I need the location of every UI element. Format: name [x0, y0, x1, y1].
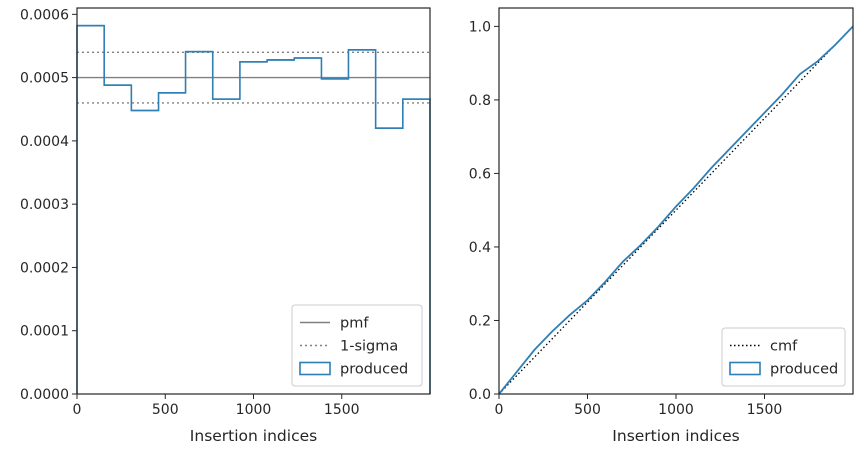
chart-2-series-cmf [498, 25, 854, 395]
chart-1-legend-label-1-sigma: 1-sigma [340, 339, 398, 355]
chart-2-plot-area [498, 25, 854, 395]
chart-1-legend-box [291, 304, 423, 387]
chart-2-ytick-label-4: 0.6 [469, 166, 491, 182]
chart-2-legend-label-cmf: cmf [770, 339, 798, 355]
chart-1-legend-label-pmf: pmf [340, 316, 369, 332]
chart-1-ytick-label-5: 0.0004 [20, 134, 69, 150]
chart-1-xtick-label-1: 0 [73, 402, 82, 418]
chart-1-legend: pmf 1-sigma produced [291, 304, 423, 387]
chart-2-legend-box [721, 327, 846, 387]
chart-2-xtick-label-2: 500 [574, 402, 601, 418]
chart-1-ytick-label-4: 0.0003 [20, 197, 69, 213]
chart-2-xtick-label-1: 0 [495, 402, 504, 418]
chart-1-ytick-label-7: 0.0006 [20, 7, 69, 23]
chart-2-ytick-label-1: 0.0 [469, 387, 491, 403]
chart-1-ytick-label-1: 0.0000 [20, 387, 69, 403]
chart-1-ytick-label-2: 0.0001 [20, 324, 69, 340]
chart-2-xlabel: Insertion indices [612, 427, 739, 445]
chart-1-xtick-label-3: 1000 [236, 402, 272, 418]
chart-1-ytick-label-3: 0.0002 [20, 260, 69, 276]
chart-1-xtick-label-4: 1500 [324, 402, 360, 418]
chart-2-xtick-label-4: 1500 [747, 402, 783, 418]
chart-2-ytick-label-5: 0.8 [469, 93, 491, 109]
chart-1-legend-label-produced: produced [340, 362, 408, 378]
chart-1-xtick-label-2: 500 [152, 402, 179, 418]
chart-2-xtick-label-3: 1000 [658, 402, 694, 418]
chart-2-ytick-label-3: 0.4 [469, 240, 491, 256]
chart-1-ytick-label-6: 0.0005 [20, 71, 69, 87]
chart-1-legend-handle-produced [299, 361, 331, 376]
chart-2-ytick-label-6: 1.0 [469, 19, 491, 35]
chart-2-legend: cmf produced [721, 327, 846, 387]
chart-2-ytick-label-2: 0.2 [469, 313, 491, 329]
chart-2-legend-label-produced: produced [770, 362, 838, 378]
chart-1-xlabel: Insertion indices [190, 427, 317, 445]
chart-1-plot-area [76, 24, 431, 394]
chart-2-series-produced [498, 25, 854, 395]
chart-2-legend-handle-produced [729, 361, 761, 376]
